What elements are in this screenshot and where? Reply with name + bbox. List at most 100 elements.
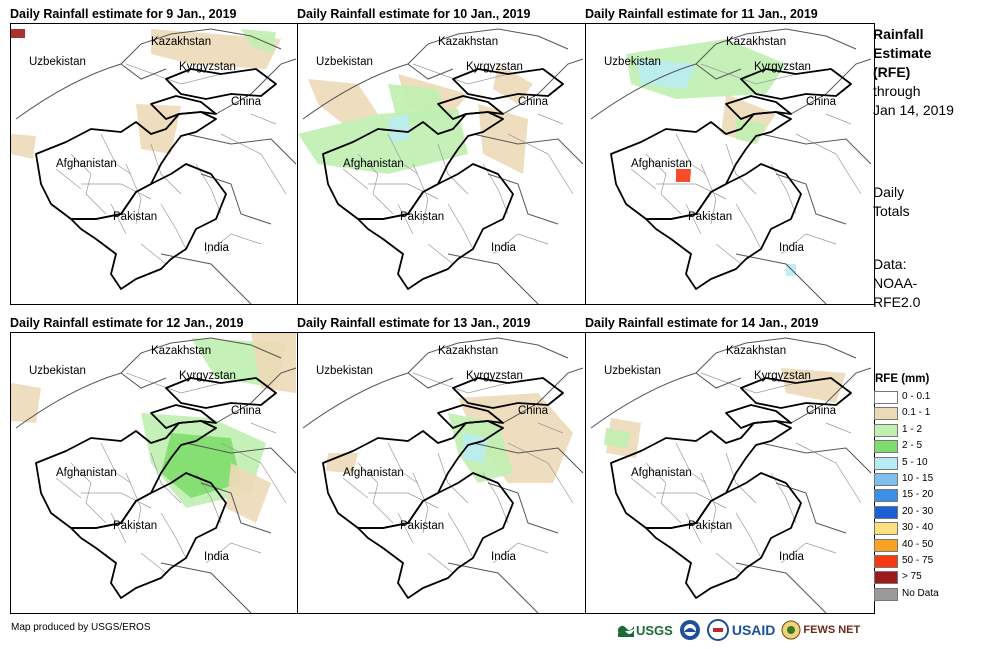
- panel-title: Daily Rainfall estimate for 13 Jan., 201…: [297, 316, 531, 330]
- rfe-title-line1: Rainfall: [873, 26, 924, 42]
- legend-label: 50 - 75: [902, 555, 934, 566]
- panel-title: Daily Rainfall estimate for 9 Jan., 2019: [10, 7, 237, 21]
- legend-label: 30 - 40: [902, 522, 934, 534]
- logo-strip: USGS USAID FEWS NET: [618, 617, 860, 643]
- panel-jan-09: Daily Rainfall estimate for 9 Jan., 2019…: [10, 5, 300, 305]
- map-label-pakistan: Pakistan: [113, 211, 158, 223]
- legend-label: 2 - 5: [902, 440, 923, 452]
- panel-title: Daily Rainfall estimate for 11 Jan., 201…: [585, 7, 818, 21]
- map-label-india: India: [204, 242, 229, 254]
- legend-swatch: [874, 440, 898, 454]
- map-label-china: China: [231, 405, 262, 417]
- legend-swatch: [874, 423, 898, 437]
- map-label-kazakhstan: Kazakhstan: [151, 345, 212, 357]
- map-label-china: China: [518, 405, 549, 417]
- map-label-pakistan: Pakistan: [688, 211, 733, 223]
- legend-swatch: [874, 407, 898, 421]
- map-label-kyrgyzstan: Kyrgyzstan: [179, 370, 236, 382]
- data-source: Data: NOAA- RFE2.0: [873, 255, 920, 312]
- map-label-uzbekistan: Uzbekistan: [29, 56, 86, 68]
- map-label-india: India: [779, 242, 804, 254]
- panel-title: Daily Rainfall estimate for 10 Jan., 201…: [297, 7, 531, 21]
- map-label-afghanistan: Afghanistan: [56, 467, 117, 479]
- legend-label: 40 - 50: [902, 538, 934, 550]
- panel-jan-13: Daily Rainfall estimate for 13 Jan., 201…: [297, 314, 587, 614]
- map-label-china: China: [518, 96, 549, 108]
- map-label-uzbekistan: Uzbekistan: [604, 56, 661, 68]
- map-label-afghanistan: Afghanistan: [343, 467, 404, 479]
- legend-swatch: [874, 587, 898, 601]
- legend-swatch: [874, 555, 898, 568]
- panel-jan-12: Daily Rainfall estimate for 12 Jan., 201…: [10, 314, 300, 614]
- map-label-kazakhstan: Kazakhstan: [151, 36, 212, 48]
- map-label-china: China: [806, 96, 837, 108]
- map-frame: Kazakhstan Uzbekistan Kyrgyzstan China Afgha…: [585, 23, 875, 305]
- map-label-india: India: [491, 551, 516, 563]
- map-label-kazakhstan: Kazakhstan: [726, 36, 787, 48]
- legend-label: > 75: [902, 571, 922, 583]
- data-line2: NOAA-: [873, 275, 918, 291]
- rfe-through: through: [873, 83, 921, 99]
- map-label-afghanistan: Afghanistan: [631, 158, 692, 170]
- usaid-logo: USAID: [706, 619, 775, 641]
- fews-net-logo: FEWS NET: [781, 619, 860, 641]
- map-label-china: China: [231, 96, 262, 108]
- legend-label: 10 - 15: [902, 473, 934, 484]
- map-label-india: India: [779, 551, 804, 563]
- map-label-pakistan: Pakistan: [400, 211, 445, 223]
- legend-swatch: [874, 538, 898, 552]
- map-label-kyrgyzstan: Kyrgyzstan: [754, 370, 811, 382]
- legend-swatch: [874, 391, 898, 404]
- map-label-pakistan: Pakistan: [400, 520, 445, 532]
- map-frame: Kazakhstan Uzbekistan Kyrgyzstan China Afgha…: [297, 23, 587, 305]
- legend-title: RFE (mm): [875, 373, 930, 385]
- panel-title: Daily Rainfall estimate for 14 Jan., 201…: [585, 316, 819, 330]
- map-label-pakistan: Pakistan: [113, 520, 158, 532]
- map-frame: Kazakhstan Uzbekistan Kyrgyzstan China Afgha…: [297, 332, 587, 614]
- legend-swatch: [874, 456, 898, 470]
- map-label-afghanistan: Afghanistan: [343, 158, 404, 170]
- panel-jan-14: Daily Rainfall estimate for 14 Jan., 201…: [585, 314, 875, 614]
- map-label-kazakhstan: Kazakhstan: [438, 345, 499, 357]
- daily-line1: Daily: [873, 184, 905, 200]
- legend-label: No Data: [902, 587, 939, 599]
- map-label-pakistan: Pakistan: [688, 520, 733, 532]
- legend-swatch: [874, 505, 898, 519]
- panel-title: Daily Rainfall estimate for 12 Jan., 201…: [10, 316, 244, 330]
- map-label-uzbekistan: Uzbekistan: [316, 56, 373, 68]
- credit-text: Map produced by USGS/EROS: [11, 622, 151, 633]
- legend-label: 20 - 30: [902, 505, 934, 517]
- map-label-uzbekistan: Uzbekistan: [29, 365, 86, 377]
- map-label-china: China: [806, 405, 837, 417]
- map-label-india: India: [204, 551, 229, 563]
- map-label-kyrgyzstan: Kyrgyzstan: [466, 370, 523, 382]
- legend-label: 5 - 10: [902, 456, 928, 468]
- usgs-logo: USGS: [618, 619, 673, 641]
- map-label-uzbekistan: Uzbekistan: [316, 365, 373, 377]
- legend-label: 0 - 0.1: [902, 391, 931, 402]
- daily-totals: Daily Totals: [873, 183, 910, 221]
- data-line1: Data:: [873, 256, 907, 272]
- map-label-kyrgyzstan: Kyrgyzstan: [754, 61, 811, 73]
- map-label-kyrgyzstan: Kyrgyzstan: [466, 61, 523, 73]
- rfe-title-line2: Estimate: [873, 45, 932, 61]
- rfe-title-line3: (RFE): [873, 64, 911, 80]
- legend-swatch: [874, 473, 898, 486]
- map-label-india: India: [491, 242, 516, 254]
- map-label-afghanistan: Afghanistan: [631, 467, 692, 479]
- legend-label: 0.1 - 1: [902, 407, 931, 419]
- map-label-uzbekistan: Uzbekistan: [604, 365, 661, 377]
- panel-jan-11: Daily Rainfall estimate for 11 Jan., 201…: [585, 5, 875, 305]
- map-frame: Kazakhstan Uzbekistan Kyrgyzstan China Afgha…: [10, 23, 300, 305]
- legend-swatch: [874, 571, 898, 585]
- legend-label: 15 - 20: [902, 489, 934, 501]
- map-label-kazakhstan: Kazakhstan: [726, 345, 787, 357]
- rfe-title: Rainfall Estimate (RFE) through Jan 14, …: [873, 25, 954, 120]
- legend-swatch: [874, 522, 898, 536]
- map-label-afghanistan: Afghanistan: [56, 158, 117, 170]
- daily-line2: Totals: [873, 203, 910, 219]
- map-label-kazakhstan: Kazakhstan: [438, 36, 499, 48]
- noaa-logo: [679, 619, 701, 641]
- legend-swatch: [874, 489, 898, 503]
- data-line3: RFE2.0: [873, 294, 921, 310]
